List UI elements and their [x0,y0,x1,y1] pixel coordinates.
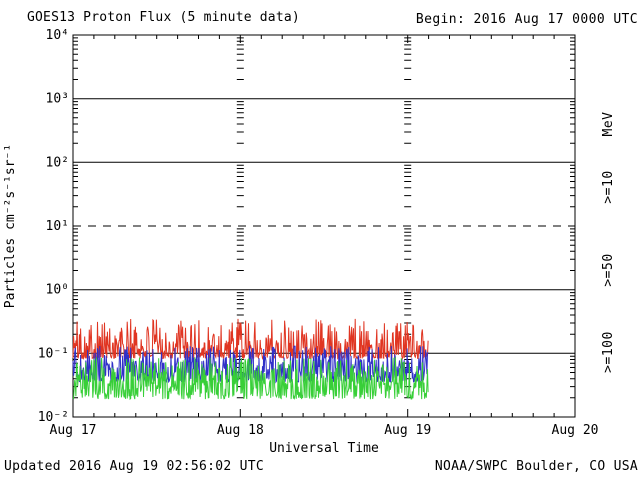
series-label-ge100: >=100 [601,331,616,373]
x-tick-label: Aug 20 [552,423,599,438]
series-label-ge10: >=10 [601,170,616,203]
decade-gridlines-solid [73,98,575,354]
x-tick-label: Aug 17 [50,423,97,438]
source-attribution-label: NOAA/SWPC Boulder, CO USA [435,459,638,474]
y-tick-label: 10³ [46,92,69,107]
updated-timestamp-label: Updated 2016 Aug 19 02:56:02 UTC [4,459,264,474]
x-tick-label: Aug 19 [384,423,431,438]
y-tick-label: 10⁻¹ [38,346,69,361]
x-axis-ticks [72,35,576,417]
y-tick-label: 10⁴ [46,28,69,43]
y-tick-label: 10¹ [46,219,69,234]
y-axis-title: Particles cm⁻²s⁻¹sr⁻¹ [3,144,18,308]
right-axis-unit-label: MeV [601,112,616,137]
x-tick-label: Aug 18 [217,423,264,438]
series-label-ge50: >=50 [601,253,616,286]
y-tick-label: 10⁻² [38,410,69,425]
x-axis-title: Universal Time [269,441,379,456]
chart-title: GOES13 Proton Flux (5 minute data) [27,10,300,25]
y-tick-label: 10² [46,155,69,170]
begin-timestamp-label: Begin: 2016 Aug 17 0000 UTC [416,12,638,27]
flux-series-gege100 [72,357,429,401]
flux-series-gege50 [72,345,429,384]
y-tick-label: 10⁰ [46,283,69,298]
